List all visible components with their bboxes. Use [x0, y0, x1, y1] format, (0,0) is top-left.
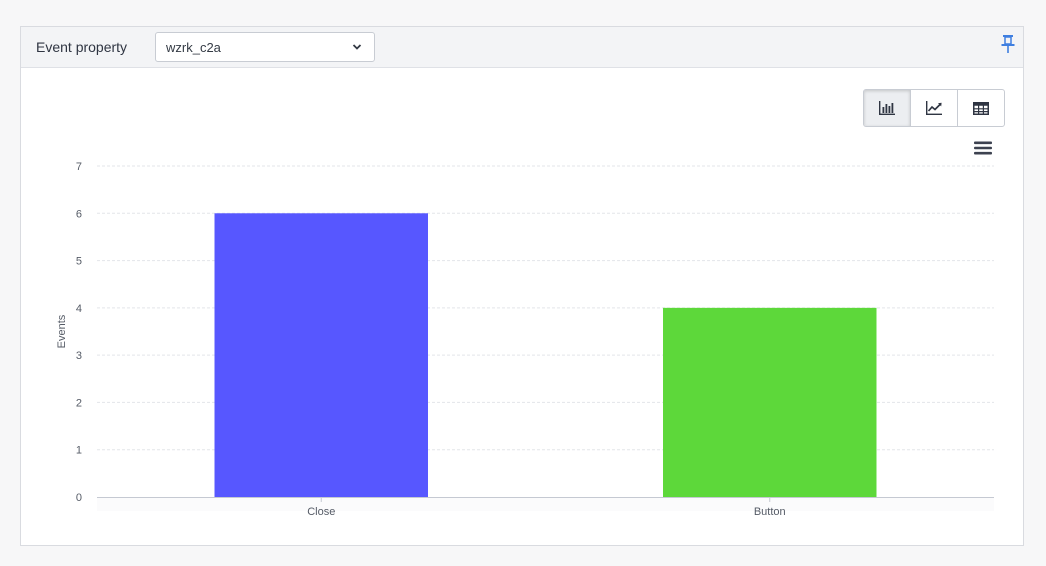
y-tick-label: 7: [76, 161, 82, 173]
bar-chart-icon: [879, 101, 895, 115]
chart-view-toggle: [863, 89, 1005, 127]
panel-header: Event property wzrk_c2a: [21, 27, 1023, 68]
selected-property-value: wzrk_c2a: [166, 40, 221, 55]
y-tick-label: 6: [76, 208, 82, 220]
event-property-label: Event property: [36, 39, 128, 55]
axes: 0 1 2 3 4 5 6 7 Close Button: [76, 161, 994, 518]
y-axis-title: Events: [56, 314, 68, 348]
line-chart-view-button[interactable]: [911, 90, 958, 126]
pin-icon[interactable]: [1000, 34, 1016, 54]
bar-chart-view-button[interactable]: [864, 90, 911, 126]
table-view-button[interactable]: [958, 90, 1004, 126]
event-property-panel: Event property wzrk_c2a: [20, 26, 1024, 546]
y-tick-label: 0: [76, 492, 82, 504]
y-tick-label: 2: [76, 397, 82, 409]
x-axis-band: [97, 497, 994, 511]
bar-chart: 0 1 2 3 4 5 6 7 Close Button Events: [56, 161, 994, 518]
x-tick-label: Button: [754, 506, 786, 518]
y-tick-label: 5: [76, 256, 82, 268]
y-tick-label: 4: [76, 303, 82, 315]
chart-menu-icon[interactable]: [974, 141, 992, 155]
x-tick-label: Close: [307, 506, 335, 518]
y-tick-label: 3: [76, 350, 82, 362]
line-chart-icon: [926, 101, 942, 115]
bars: [214, 213, 877, 498]
bar-close[interactable]: [214, 213, 428, 498]
y-tick-label: 1: [76, 445, 82, 457]
event-property-select[interactable]: wzrk_c2a: [155, 32, 375, 62]
table-icon: [973, 101, 989, 115]
chevron-down-icon: [352, 44, 362, 50]
bar-button[interactable]: [663, 307, 877, 497]
